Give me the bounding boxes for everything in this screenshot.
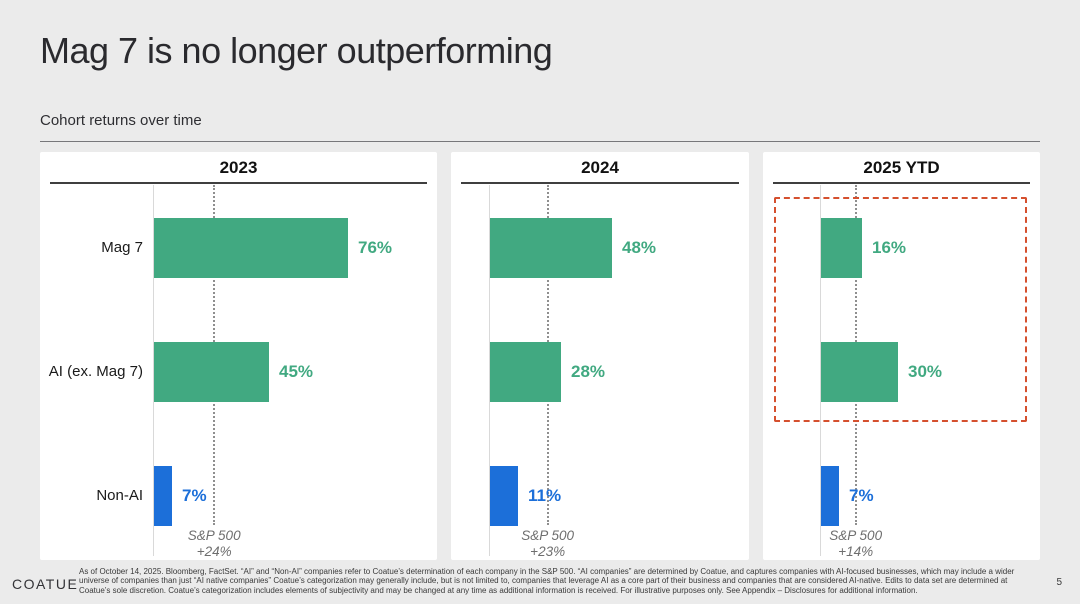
highlight-dashed-box: [774, 197, 1027, 422]
bar-value-label-mag-7: 16%: [872, 238, 907, 257]
benchmark-name: S&P 500: [187, 528, 241, 543]
bar-mag-7: [490, 218, 612, 278]
bar-value-label-ai-ex-mag-7: 45%: [279, 362, 314, 381]
bar-ai-ex-mag-7: [490, 342, 561, 402]
benchmark-name: S&P 500: [521, 528, 575, 543]
category-label-non-ai: Non-AI: [96, 487, 143, 504]
bar-value-label-non-ai: 11%: [528, 486, 562, 505]
bar-value-label-mag-7: 76%: [358, 238, 393, 257]
benchmark-value: +24%: [196, 544, 232, 560]
bar-non-ai: [154, 466, 172, 526]
benchmark-name: S&P 500: [829, 528, 883, 543]
bar-ai-ex-mag-7: [154, 342, 269, 402]
axis-baseline: [489, 185, 490, 556]
axis-baseline: [820, 185, 821, 556]
benchmark-label: S&P 500 +23%: [521, 528, 574, 560]
panel-title-2023: 2023: [50, 152, 427, 184]
bar-value-label-mag-7: 48%: [622, 238, 657, 257]
benchmark-value: +14%: [838, 544, 874, 560]
bar-value-label-non-ai: 7%: [849, 486, 874, 505]
benchmark-label: S&P 500 +14%: [829, 528, 882, 560]
chart-panels: 2023 76% Mag 7 45% AI (ex. Mag 7) 7% Non-AI S&P…: [40, 152, 1040, 560]
bar-ai-ex-mag-7: [821, 342, 898, 402]
benchmark-label: S&P 500 +24%: [188, 528, 241, 560]
panel-title-2024: 2024: [461, 152, 739, 184]
benchmark-value: +23%: [530, 544, 566, 560]
page-number: 5: [1056, 577, 1062, 588]
chart-panel-2023: 2023 76% Mag 7 45% AI (ex. Mag 7) 7% Non-AI S&P…: [40, 152, 437, 560]
panel-title-2025-ytd: 2025 YTD: [773, 152, 1030, 184]
chart-panel-2025-ytd: 2025 YTD 16% 30% 7% S&P 500 +14%: [763, 152, 1040, 560]
chart-panel-2024: 2024 48% 28% 11% S&P 500 +23%: [451, 152, 749, 560]
bar-value-label-non-ai: 7%: [182, 486, 207, 505]
axis-baseline: [153, 185, 154, 556]
bar-non-ai: [821, 466, 839, 526]
coatue-logo: COATUE: [12, 576, 79, 592]
category-label-mag-7: Mag 7: [101, 239, 143, 256]
disclaimer-footnote: As of October 14, 2025. Bloomberg, FactS…: [79, 567, 1015, 595]
bar-non-ai: [490, 466, 518, 526]
category-label-ai-ex-mag-7: AI (ex. Mag 7): [48, 363, 143, 380]
bar-value-label-ai-ex-mag-7: 30%: [908, 362, 943, 381]
bar-mag-7: [821, 218, 862, 278]
bar-value-label-ai-ex-mag-7: 28%: [571, 362, 606, 381]
page-title: Mag 7 is no longer outperforming: [40, 30, 553, 71]
subtitle-divider: [40, 141, 1040, 142]
bar-mag-7: [154, 218, 348, 278]
slide-subtitle: Cohort returns over time: [40, 112, 202, 129]
